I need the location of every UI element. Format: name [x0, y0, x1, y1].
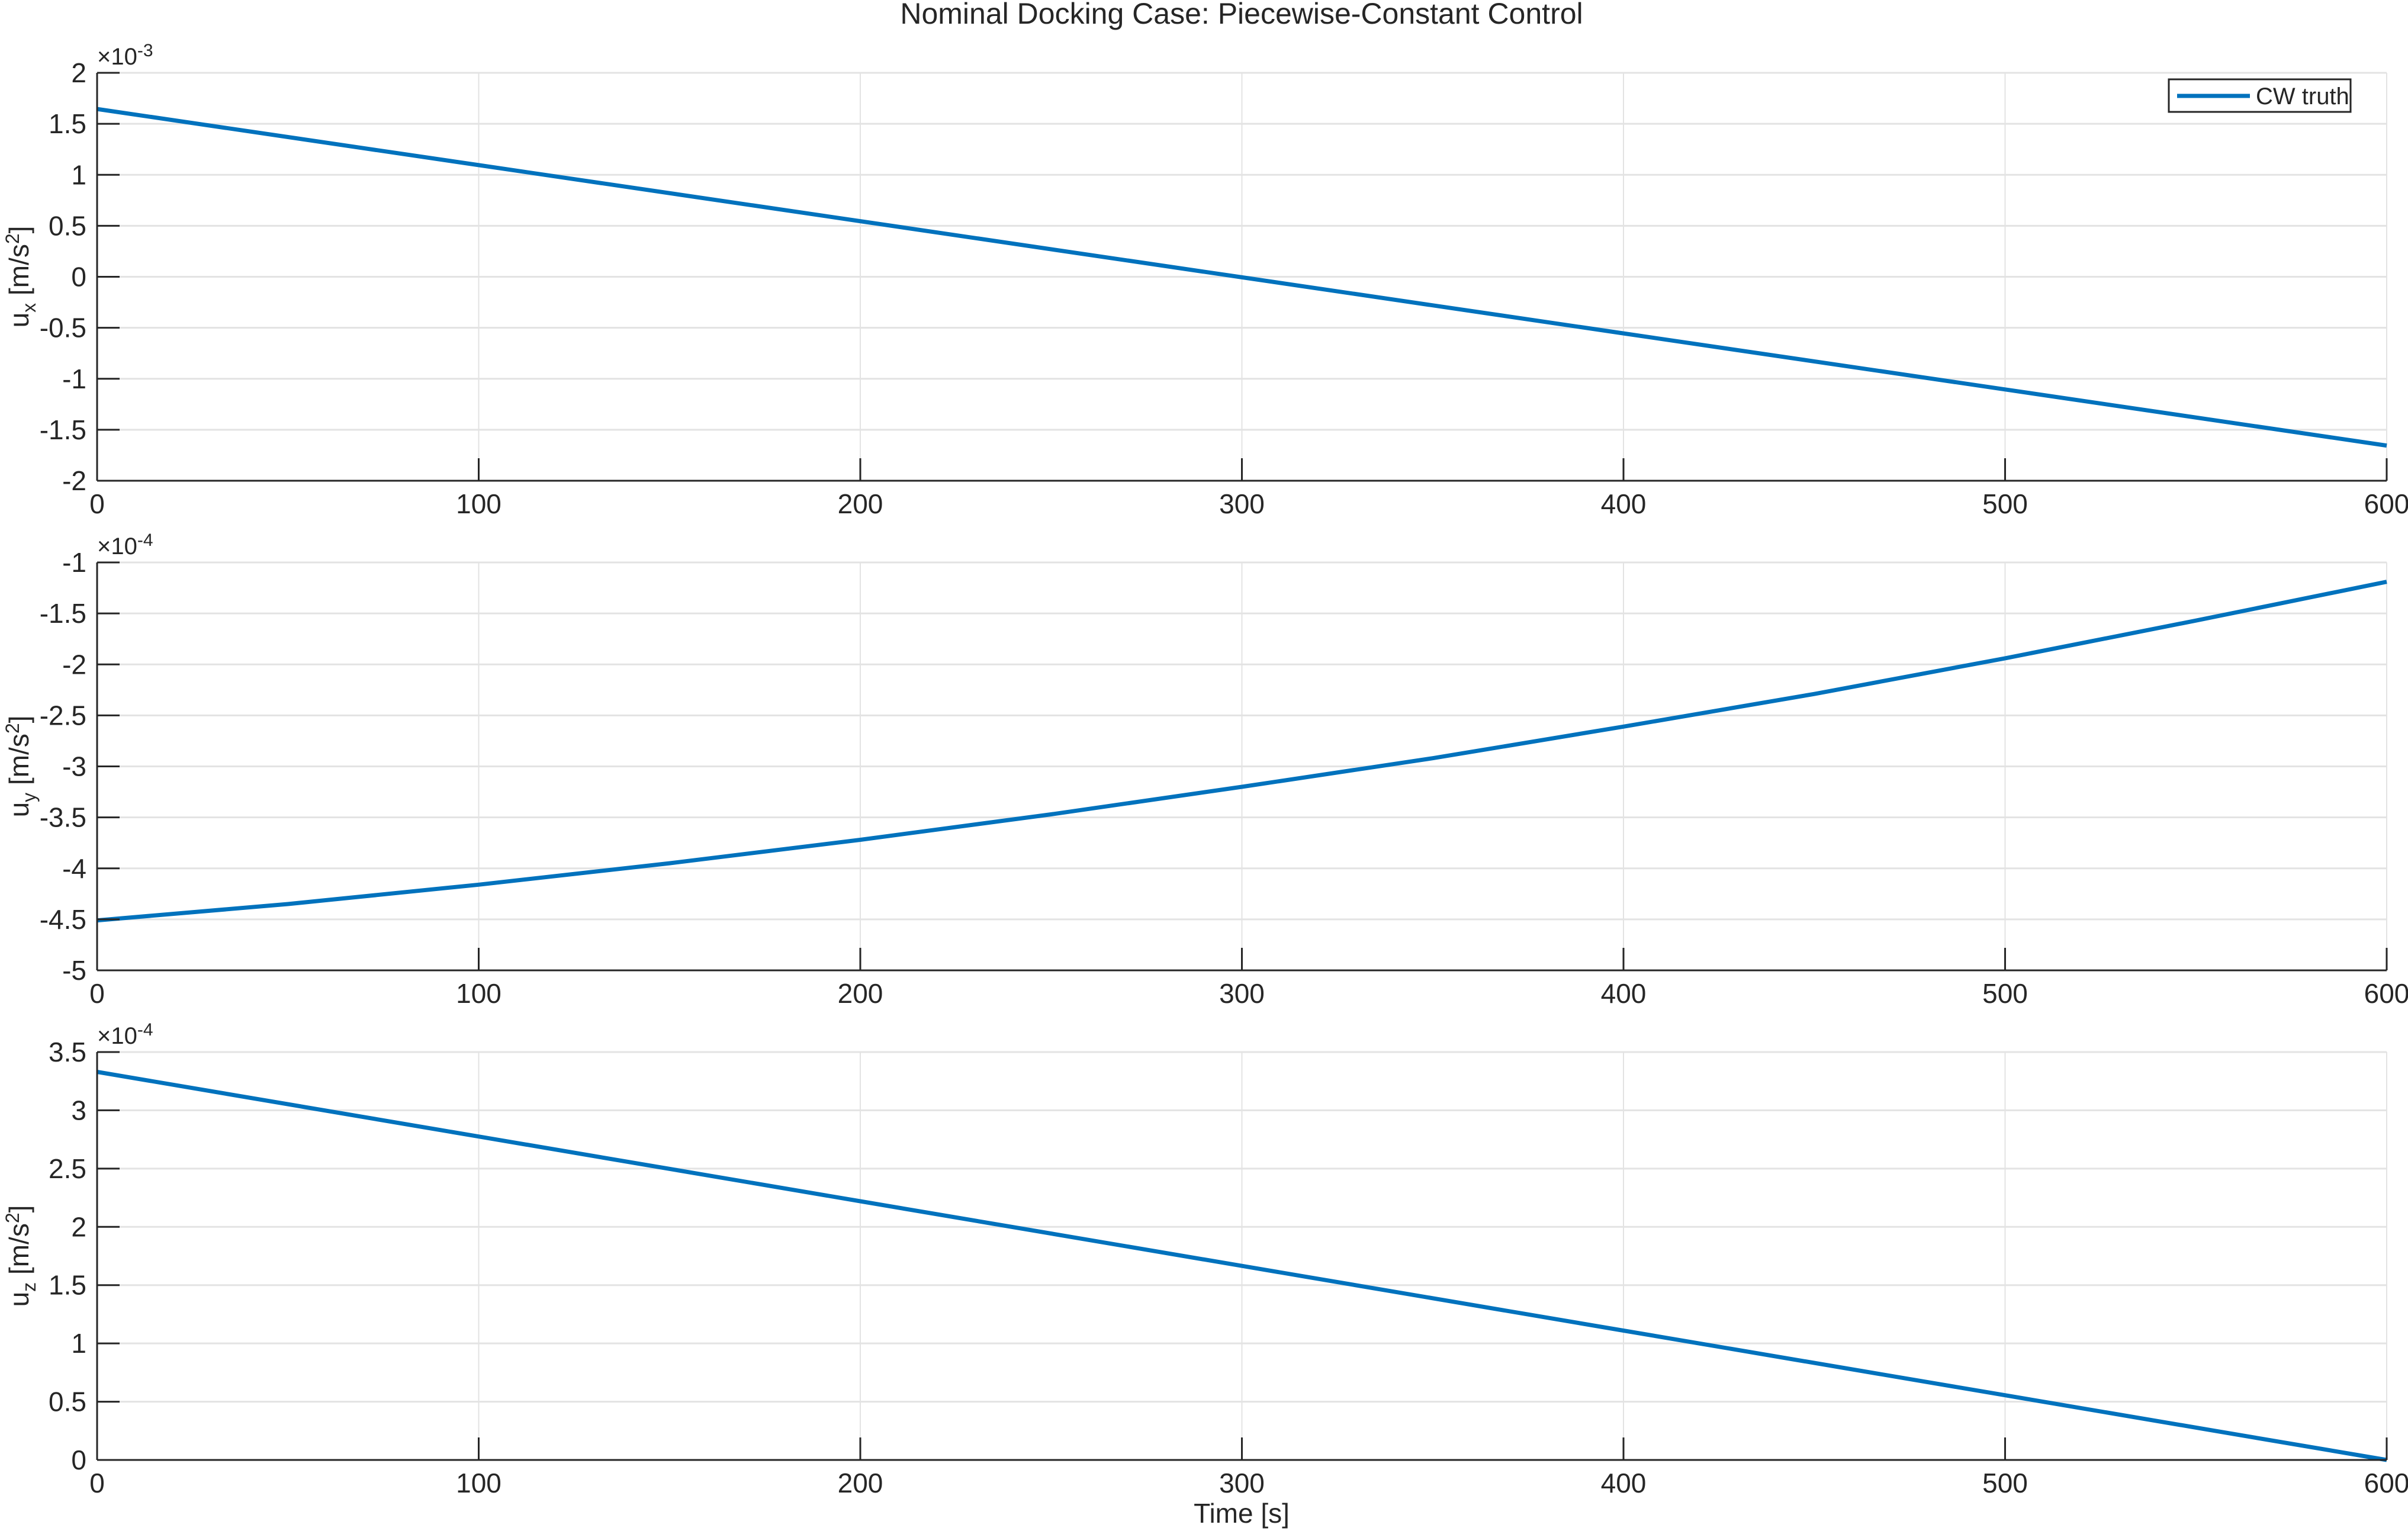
y-tick-label: 0	[71, 1445, 86, 1475]
y-tick-label: 3	[71, 1095, 86, 1125]
y-tick-label: 2	[71, 1211, 86, 1242]
y-tick-label: 0	[71, 262, 86, 292]
grid	[97, 561, 2387, 972]
grid	[97, 72, 2387, 482]
y-tick-label: -1	[62, 547, 86, 578]
y-tick-label: -2	[62, 465, 86, 496]
y-tick-label: -1	[62, 364, 86, 394]
exponent-label: ×10-4	[97, 530, 153, 559]
x-tick-label: 600	[2364, 488, 2408, 519]
y-tick-label: -2.5	[40, 700, 86, 731]
x-tick-label: 200	[838, 1468, 883, 1498]
x-tick-label: 0	[89, 488, 105, 519]
exponent-value: -4	[137, 530, 153, 550]
x-tick-label: 500	[1982, 978, 2028, 1009]
y-tick-label: 1.5	[49, 108, 86, 139]
y-tick-label: 1	[71, 159, 86, 190]
x-tick-label: 200	[838, 978, 883, 1009]
y-tick-label: -2	[62, 649, 86, 680]
figure-title: Nominal Docking Case: Piecewise-Constant…	[900, 0, 1583, 30]
y-tick-label: 0.5	[49, 210, 86, 241]
exponent-label: ×10-4	[97, 1020, 153, 1049]
exponent-value: -4	[137, 1020, 153, 1040]
legend: CW truth	[2168, 78, 2352, 113]
x-tick-label: 400	[1601, 978, 1647, 1009]
y-tick-label: -5	[62, 955, 86, 986]
y-tick-label: -3.5	[40, 802, 86, 833]
x-tick-label: 200	[838, 488, 883, 519]
x-tick-label: 600	[2364, 1468, 2408, 1498]
x-tick-label: 500	[1982, 1468, 2028, 1498]
x-tick-label: 100	[456, 1468, 501, 1498]
data-line-cw-truth	[97, 107, 2387, 448]
y-axis-label: ux [m/s2]	[2, 226, 40, 328]
y-tick-label: -0.5	[40, 313, 86, 343]
exponent-label: ×10-3	[97, 41, 153, 70]
grid	[97, 1051, 2387, 1461]
y-axis-label: uy [m/s2]	[2, 716, 40, 818]
x-tick-label: 300	[1219, 488, 1265, 519]
x-axis-label: Time [s]	[1194, 1498, 1290, 1529]
axes-ux: -2 -1.5 -1 -0.5 0 0.5 1 1.5 2 0 100 200 300 400 500 600…	[2, 41, 2408, 519]
y-tick-label: -1.5	[40, 598, 86, 629]
data-line-cw-truth	[97, 1070, 2387, 1462]
y-tick-label: 1.5	[49, 1270, 86, 1301]
x-tick-label: 500	[1982, 488, 2028, 519]
y-tick-label: 0.5	[49, 1387, 86, 1417]
x-tick-label: 400	[1601, 1468, 1647, 1498]
x-tick-label: 600	[2364, 978, 2408, 1009]
axes-uy: -5 -4.5 -4 -3.5 -3 -2.5 -2 -1.5 -1 0 100 200 300 400 5…	[2, 530, 2408, 1009]
y-axis-label: uz [m/s2]	[2, 1205, 40, 1307]
x-tick-label: 400	[1601, 488, 1647, 519]
y-tick-label: -3	[62, 751, 86, 782]
x-tick-label: 300	[1219, 978, 1265, 1009]
y-tick-label: 2	[71, 57, 86, 88]
x-tick-label: 100	[456, 488, 501, 519]
y-tick-label: 2.5	[49, 1153, 86, 1184]
y-tick-label: -4.5	[40, 904, 86, 935]
exponent-value: -3	[137, 41, 153, 60]
data-line-cw-truth	[97, 580, 2387, 923]
y-tick-label: 3.5	[49, 1037, 86, 1067]
y-tick-label: -1.5	[40, 414, 86, 445]
axes-uz: 0 0.5 1 1.5 2 2.5 3 3.5 0 100 200 300 400 500 600 ×10-4…	[2, 1020, 2408, 1498]
x-tick-label: 300	[1219, 1468, 1265, 1498]
x-tick-label: 100	[456, 978, 501, 1009]
y-tick-label: -4	[62, 853, 86, 884]
y-tick-label: 1	[71, 1328, 86, 1359]
x-tick-label: 0	[89, 1468, 105, 1498]
legend-entry-cw-truth: CW truth	[2256, 83, 2349, 110]
x-tick-label: 0	[89, 978, 105, 1009]
